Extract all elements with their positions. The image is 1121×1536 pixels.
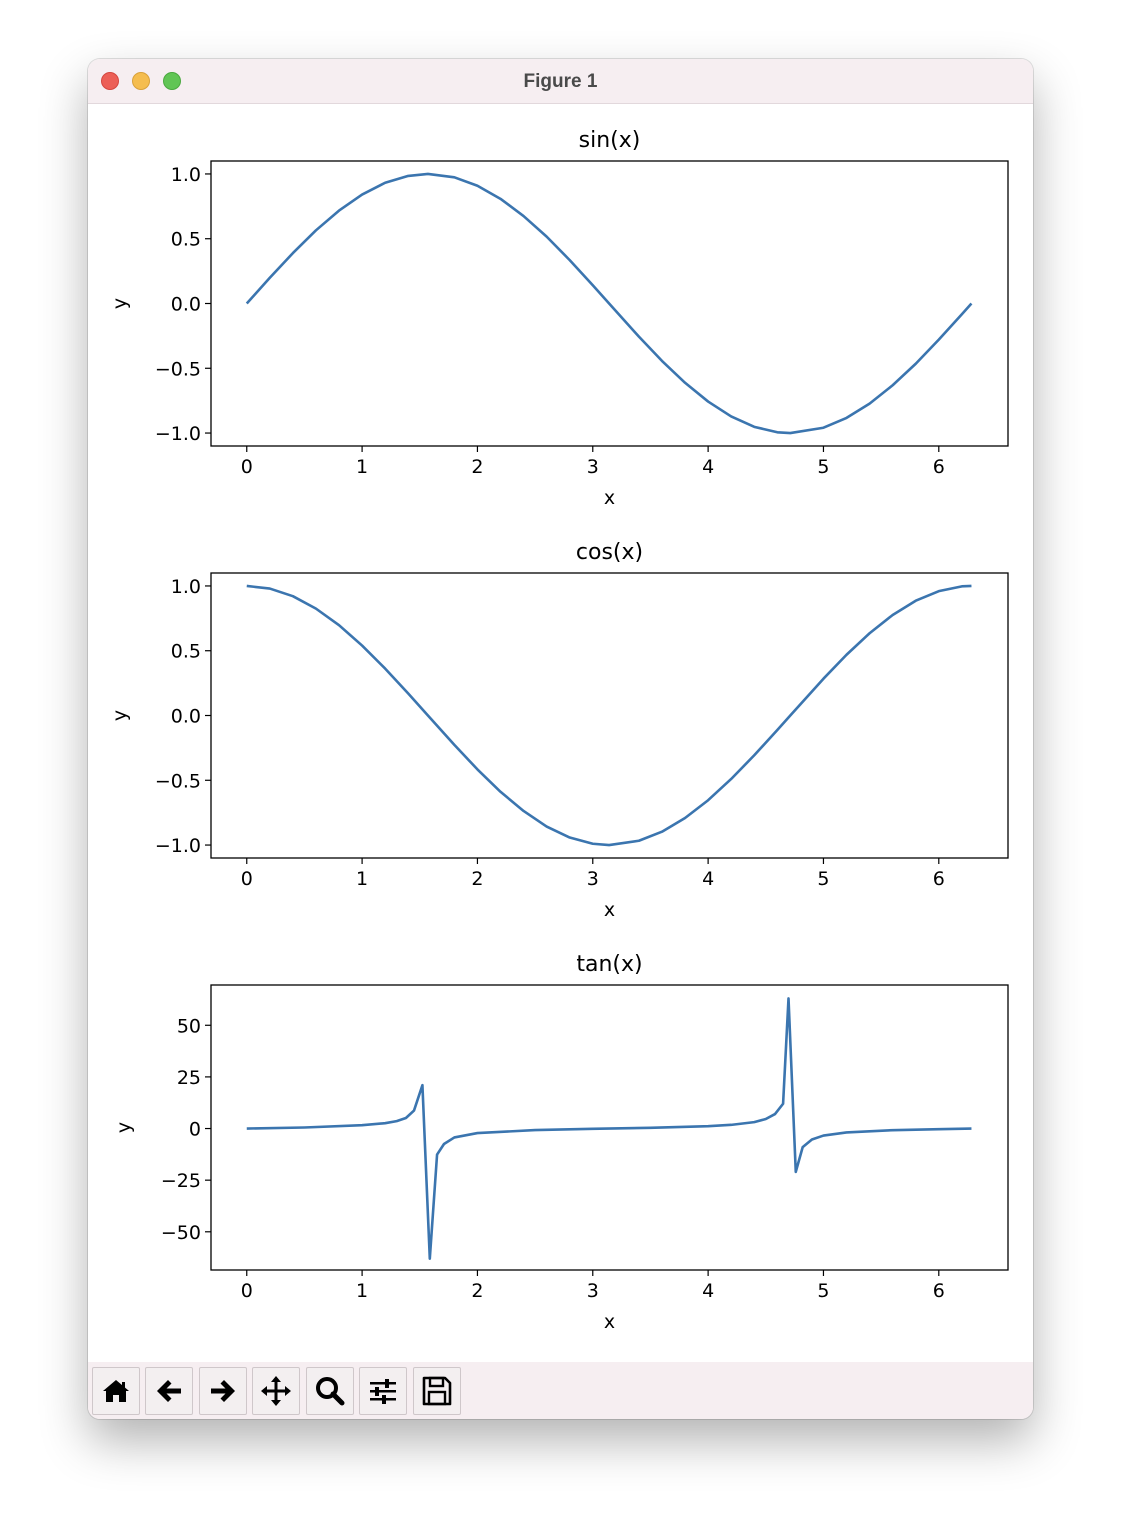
figure-canvas[interactable]: sin(x) 0 1 2 3 4 5 6 1.0 0.5 0.0 −0.5 −1.0 x y cos(x) 0 1… (88, 104, 1033, 1362)
y-tick-label: −50 (161, 1222, 201, 1244)
y-axis-label: y (113, 1122, 135, 1133)
y-tick-label: −1.0 (155, 423, 201, 445)
series-line (245, 172, 973, 435)
maximize-icon[interactable] (163, 72, 181, 90)
x-tick-label: 1 (356, 1280, 368, 1302)
window-title: Figure 1 (523, 71, 598, 92)
x-tick-label: 4 (702, 868, 714, 890)
x-tick-label: 2 (471, 1280, 483, 1302)
x-tick-label: 6 (933, 456, 945, 478)
axes-frame (210, 572, 1009, 859)
forward-button[interactable] (199, 1367, 247, 1415)
x-tick-label: 4 (702, 456, 714, 478)
navigation-toolbar (88, 1362, 1033, 1419)
y-axis-label: y (109, 298, 131, 309)
axes-frame (210, 984, 1009, 1271)
x-axis-label: x (604, 899, 615, 921)
chart-title: cos(x) (576, 540, 643, 565)
x-tick-label: 5 (817, 868, 829, 890)
subplot-1: sin(x) 0 1 2 3 4 5 6 1.0 0.5 0.0 −0.5 −1.0 x y (109, 128, 1009, 509)
y-tick-label: 0.5 (171, 229, 201, 251)
x-tick-label: 2 (471, 868, 483, 890)
y-tick-label: 1.0 (171, 576, 201, 598)
configure-subplots-button[interactable] (359, 1367, 407, 1415)
x-tick-label: 4 (702, 1280, 714, 1302)
minimize-icon[interactable] (132, 72, 150, 90)
zoom-magnifier-icon (316, 1377, 345, 1406)
subplot-3: tan(x) 0 1 2 3 4 5 6 50 25 0 −25 −50 x y (113, 952, 1009, 1333)
y-tick-label: 25 (177, 1067, 201, 1089)
close-icon[interactable] (101, 72, 119, 90)
chart-title: sin(x) (579, 128, 641, 153)
configure-subplots-icon (370, 1379, 396, 1404)
pan-button[interactable] (252, 1367, 300, 1415)
home-button[interactable] (92, 1367, 140, 1415)
y-tick-label: −0.5 (155, 358, 201, 380)
x-tick-label: 5 (817, 456, 829, 478)
x-tick-label: 0 (241, 1280, 253, 1302)
series-line (246, 997, 972, 1260)
y-tick-label: 50 (177, 1015, 201, 1037)
x-tick-label: 0 (241, 868, 253, 890)
y-tick-label: 0.0 (171, 706, 201, 728)
x-axis-label: x (604, 487, 615, 509)
x-tick-label: 3 (587, 456, 599, 478)
x-axis-label: x (604, 1311, 615, 1333)
y-tick-label: 1.0 (171, 164, 201, 186)
x-tick-label: 3 (587, 1280, 599, 1302)
back-arrow-icon (157, 1380, 181, 1402)
y-tick-label: 0.5 (171, 641, 201, 663)
x-tick-label: 2 (471, 456, 483, 478)
chart-title: tan(x) (576, 952, 642, 977)
x-tick-label: 6 (933, 868, 945, 890)
series-line (246, 584, 972, 847)
zoom-button[interactable] (306, 1367, 354, 1415)
y-axis-label: y (109, 710, 131, 721)
x-tick-label: 1 (356, 456, 368, 478)
y-tick-label: −0.5 (155, 770, 201, 792)
save-floppy-icon (422, 1376, 452, 1406)
y-tick-label: 0 (189, 1119, 201, 1141)
save-button[interactable] (413, 1367, 461, 1415)
y-tick-label: −1.0 (155, 835, 201, 857)
x-tick-label: 0 (241, 456, 253, 478)
figure-window: Figure 1 sin(x) 0 1 2 3 4 5 6 1.0 0.5 0.0 −0.5 −1.0 x… (88, 59, 1033, 1419)
y-tick-label: 0.0 (171, 294, 201, 316)
home-icon (103, 1380, 129, 1402)
x-tick-label: 5 (817, 1280, 829, 1302)
forward-arrow-icon (211, 1380, 235, 1402)
title-bar[interactable]: Figure 1 (88, 59, 1033, 104)
y-tick-label: −25 (161, 1170, 201, 1192)
subplot-2: cos(x) 0 1 2 3 4 5 6 1.0 0.5 0.0 −0.5 −1.0 x y (109, 540, 1009, 921)
back-button[interactable] (145, 1367, 193, 1415)
x-tick-label: 6 (933, 1280, 945, 1302)
x-tick-label: 1 (356, 868, 368, 890)
pan-move-icon (261, 1376, 291, 1406)
x-tick-label: 3 (587, 868, 599, 890)
